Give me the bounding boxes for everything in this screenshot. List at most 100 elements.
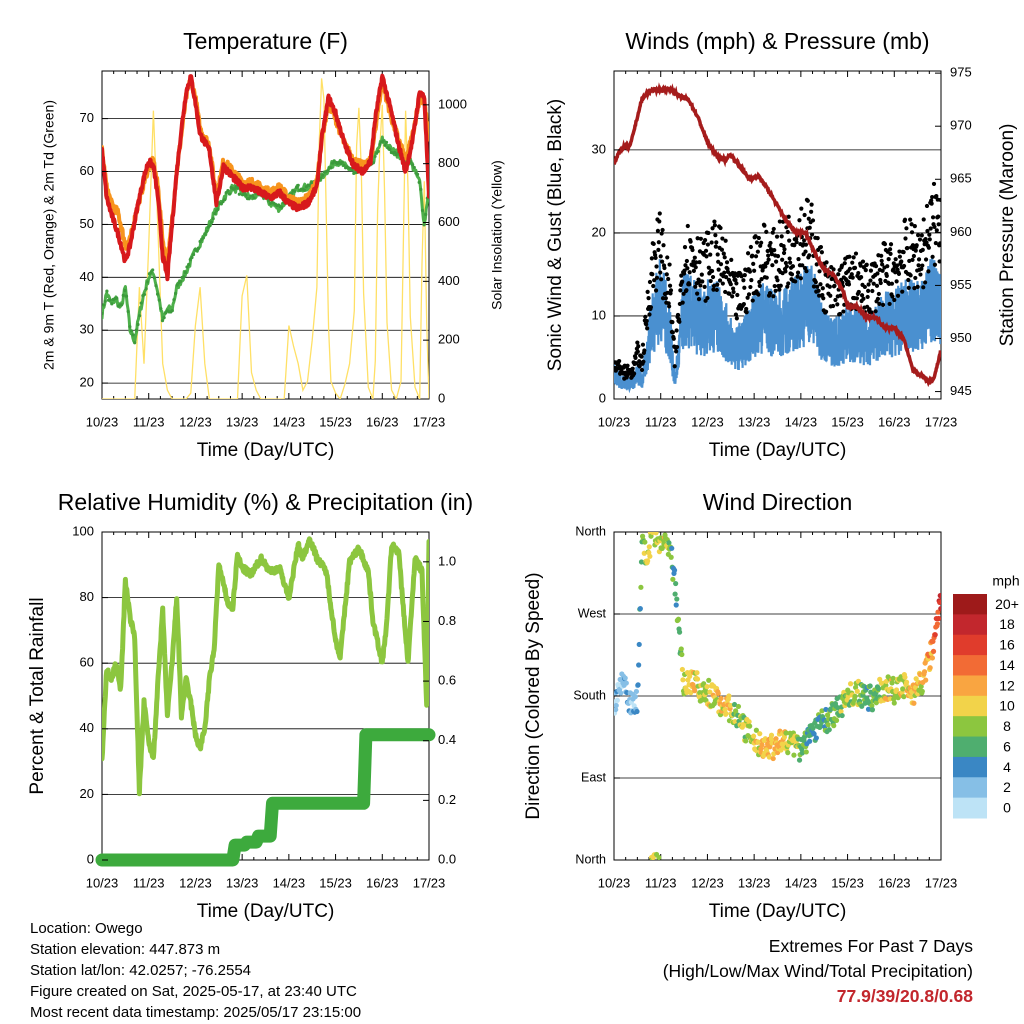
x-tick-label: 15/23: [319, 414, 352, 429]
direction-point: [634, 708, 640, 715]
winds-panel: 10/23 11/23 12/23 13/23 14/23 15/23 16/23 17/23…: [545, 28, 1018, 461]
colorbar-tick-label: 18: [999, 616, 1015, 632]
gust-point: [710, 274, 716, 280]
gust-point: [630, 366, 635, 371]
direction-point: [770, 755, 776, 762]
direction-point: [753, 727, 759, 733]
direction-point: [902, 674, 908, 680]
chart-title: Wind Direction: [703, 489, 853, 515]
direction-point: [785, 750, 791, 756]
latlon-text: Station lat/lon: 42.0257; -76.2554: [30, 962, 252, 979]
dewpoint-point: [155, 292, 160, 296]
x-tick-label: 14/23: [785, 414, 818, 429]
gust-point: [716, 259, 721, 264]
gust-point: [906, 285, 911, 290]
colorbar-tick-label: 6: [1003, 738, 1011, 754]
dewpoint-point: [201, 236, 205, 240]
dewpoint-point: [381, 139, 385, 143]
gust-point: [753, 234, 758, 239]
gust-point: [938, 197, 941, 203]
direction-point: [759, 742, 765, 748]
gust-point: [695, 291, 700, 296]
gust-point: [847, 266, 853, 271]
gust-point: [809, 209, 814, 214]
gust-point: [833, 297, 838, 303]
dewpoint-point: [232, 187, 237, 191]
gust-point: [775, 253, 781, 259]
gust-point: [697, 260, 702, 265]
gust-point: [869, 310, 874, 315]
gust-point: [809, 202, 814, 207]
recent-data-text: Most recent data timestamp: 2025/05/17 2…: [30, 1004, 362, 1021]
dewpoint-point: [340, 160, 344, 164]
dewpoint-point: [424, 212, 428, 217]
colorbar-tick-label: 2: [1003, 779, 1011, 795]
gust-point: [884, 273, 889, 278]
gust-point: [841, 309, 846, 314]
dewpoint-point: [103, 299, 107, 303]
gust-point: [864, 262, 869, 267]
gust-point: [790, 264, 796, 269]
direction-point: [635, 682, 641, 688]
direction-point: [803, 749, 809, 755]
gust-point: [681, 291, 686, 296]
y-tick-label: 20: [592, 224, 606, 239]
gust-point: [650, 272, 655, 277]
gust-point: [678, 288, 683, 293]
gust-point: [919, 266, 924, 271]
gust-point: [651, 283, 656, 289]
gust-point: [932, 262, 938, 267]
gust-point: [821, 296, 826, 301]
gust-point: [635, 349, 640, 354]
x-tick-label: 14/23: [785, 875, 818, 890]
direction-point: [722, 706, 728, 713]
direction-point: [811, 731, 817, 737]
gust-point: [854, 296, 860, 301]
gust-point: [658, 254, 663, 259]
direction-point: [704, 684, 710, 690]
gust-point: [850, 260, 855, 265]
gust-point: [796, 256, 801, 262]
chart-title: Winds (mph) & Pressure (mb): [625, 28, 929, 54]
y2-tick-label: 975: [950, 65, 972, 80]
direction-point: [908, 694, 914, 700]
direction-point: [852, 693, 858, 699]
direction-point: [671, 567, 678, 573]
direction-point: [918, 683, 924, 690]
direction-point: [873, 700, 879, 706]
dewpoint-point: [376, 149, 380, 153]
gust-point: [768, 240, 773, 246]
direction-point: [694, 676, 701, 682]
dewpoint-point: [216, 207, 220, 211]
direction-point: [669, 545, 675, 551]
direction-point: [614, 697, 620, 703]
direction-point: [854, 688, 860, 694]
gust-point: [692, 255, 697, 260]
y2-tick-label: 0.8: [438, 613, 456, 628]
dewpoint-point: [250, 194, 255, 198]
y2-tick-label: 960: [950, 224, 972, 239]
gust-point: [852, 265, 858, 270]
gust-point: [769, 252, 774, 257]
gust-point: [720, 236, 725, 241]
gust-point: [653, 288, 659, 293]
sonic-wind-line: [614, 256, 941, 394]
dewpoint-point: [219, 202, 223, 206]
gust-point: [759, 240, 764, 245]
gust-point: [667, 304, 672, 309]
dewpoint-point: [191, 252, 196, 257]
gust-point: [786, 214, 791, 219]
y-tick-label: 40: [80, 720, 94, 735]
y-tick-label: 20: [80, 375, 94, 390]
gust-point: [875, 296, 881, 301]
x-axis-label: Time (Day/UTC): [709, 901, 847, 922]
gust-point: [765, 248, 770, 254]
direction-point: [889, 680, 895, 686]
gust-point: [880, 268, 885, 273]
gust-point: [700, 279, 705, 284]
gust-point: [702, 284, 707, 289]
gust-point: [793, 279, 798, 284]
gust-point: [894, 263, 900, 268]
dewpoint-point: [247, 197, 251, 201]
dewpoint-point: [417, 180, 421, 184]
